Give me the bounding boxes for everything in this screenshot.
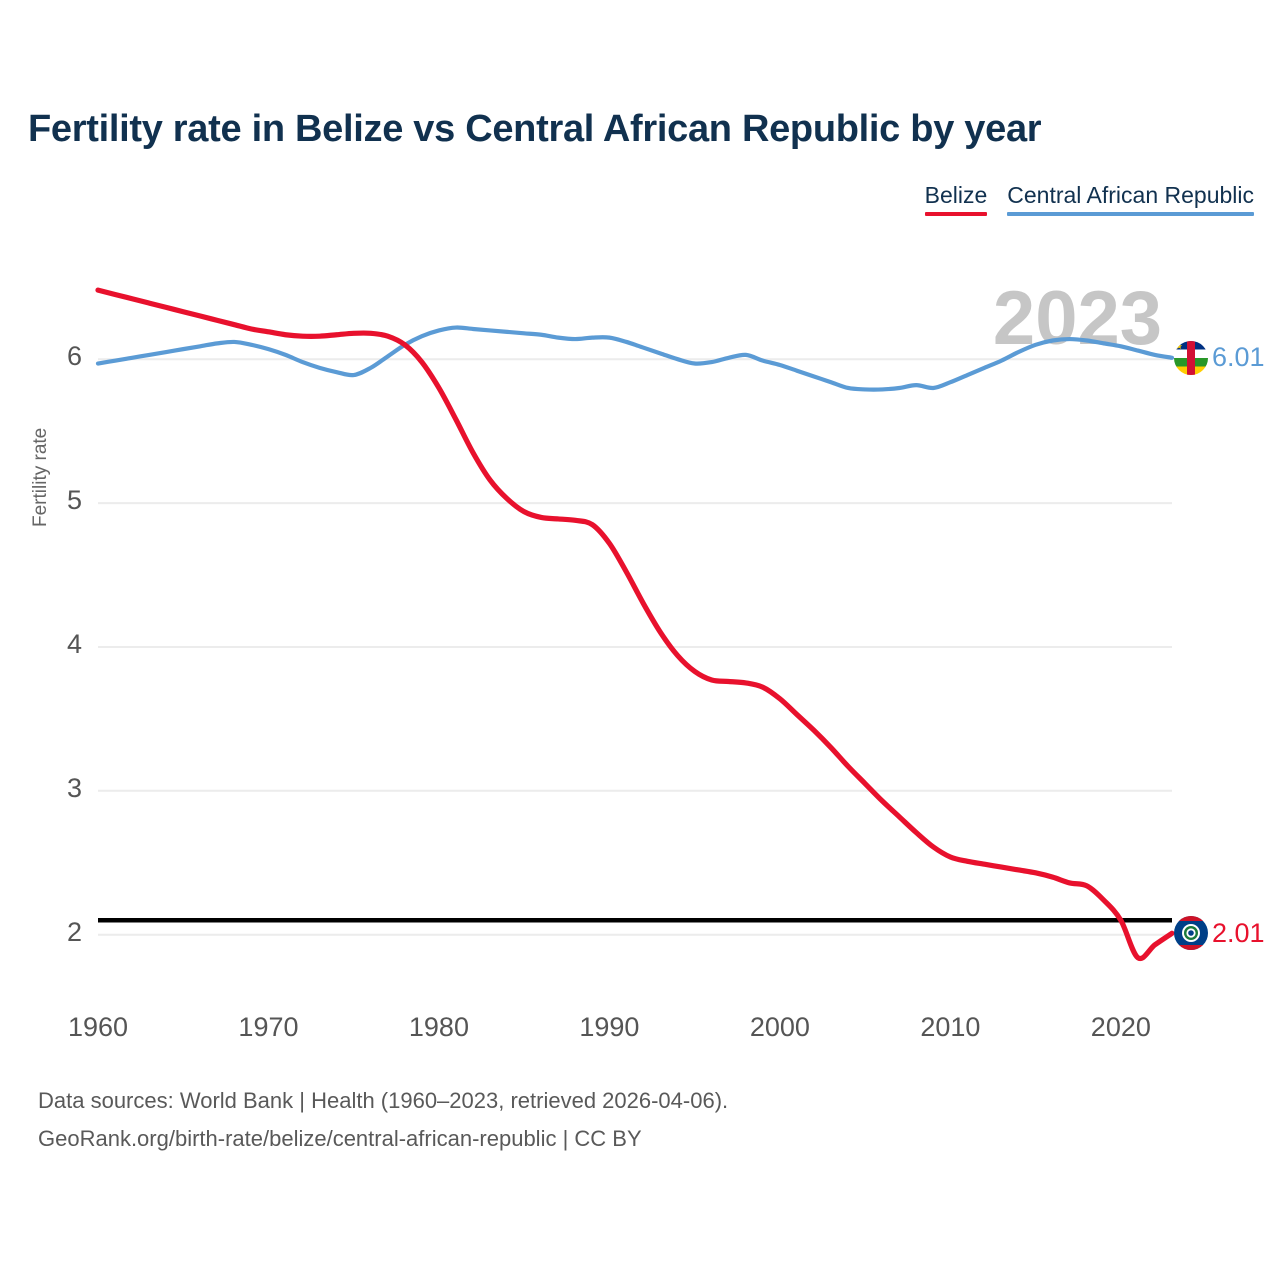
legend-color-swatch-belize — [924, 212, 988, 216]
y-tick-4: 4 — [66, 628, 82, 659]
legend-color-swatch-central-african-republic — [1007, 212, 1254, 216]
y-tick-2: 2 — [66, 916, 82, 947]
legend-label-belize: Belize — [924, 182, 988, 208]
x-tick-2020: 2020 — [1090, 1012, 1151, 1042]
x-tick-1990: 1990 — [579, 1012, 640, 1042]
car-endpoint: 6.01 — [1174, 340, 1265, 375]
page-title: Fertility rate in Belize vs Central Afri… — [28, 108, 1042, 150]
legend-item-belize[interactable]: Belize — [924, 182, 988, 218]
belize-end-value: 2.01 — [1212, 917, 1265, 948]
y-tick-3: 3 — [66, 772, 82, 803]
legend-label-central-african-republic: Central African Republic — [1007, 182, 1254, 208]
x-tick-2010: 2010 — [920, 1012, 981, 1042]
footer-data-sources: Data sources: World Bank | Health (1960–… — [38, 1088, 729, 1113]
belize-endpoint: 2.01 — [1174, 916, 1265, 951]
legend-item-central-african-republic[interactable]: Central African Republic — [1007, 182, 1254, 218]
y-tick-5: 5 — [66, 485, 82, 516]
central-african-republic-flag-icon — [1174, 340, 1208, 375]
footer-attribution: GeoRank.org/birth-rate/belize/central-af… — [38, 1126, 642, 1151]
x-tick-1970: 1970 — [238, 1012, 299, 1042]
year-watermark: 2023 — [992, 276, 1162, 361]
x-tick-1980: 1980 — [408, 1012, 469, 1042]
car-end-value: 6.01 — [1212, 342, 1265, 373]
chart-legend: Belize Central African Republic — [924, 182, 1254, 218]
x-tick-1960: 1960 — [67, 1012, 129, 1042]
x-tick-2000: 2000 — [749, 1012, 810, 1042]
belize-flag-icon — [1174, 916, 1208, 951]
y-tick-6: 6 — [66, 341, 82, 372]
